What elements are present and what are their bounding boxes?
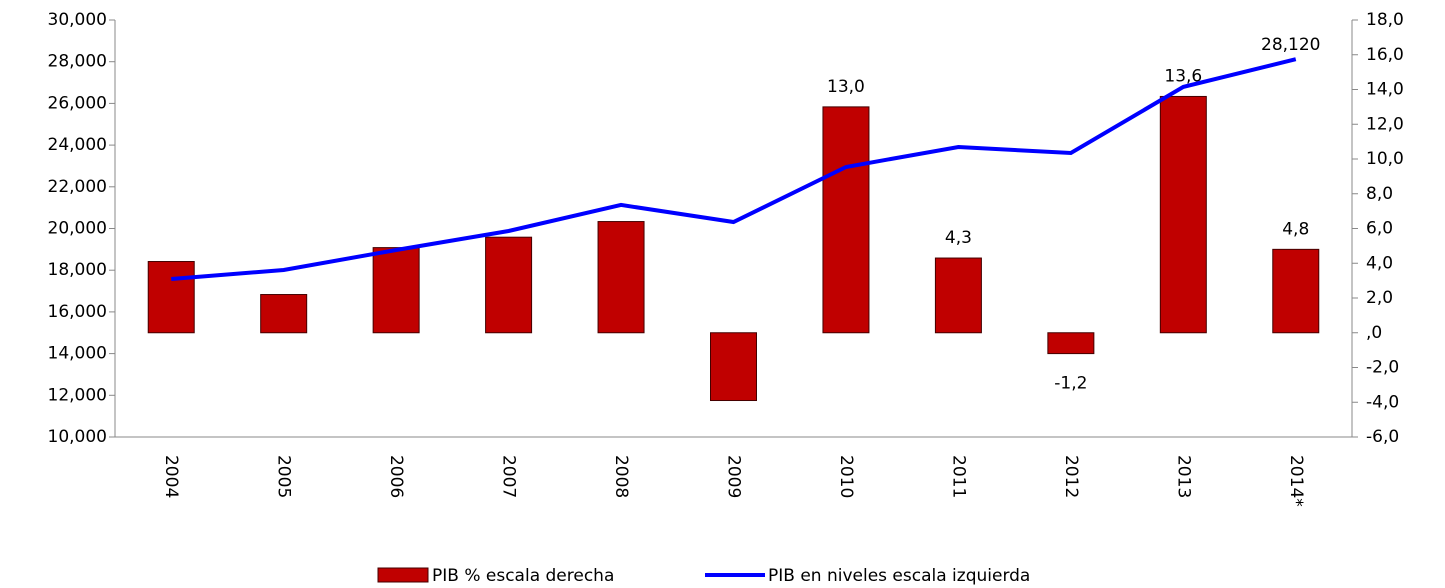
line <box>171 57 1297 281</box>
data-label: 4,8 <box>1282 219 1309 239</box>
x-tick-label: 2009 <box>724 455 744 498</box>
y-tick-label: 26,000 <box>48 93 107 113</box>
bar <box>485 236 533 334</box>
bar <box>822 106 870 334</box>
bar <box>147 261 195 334</box>
x-tick-label: 2014* <box>1286 455 1306 507</box>
x-tick-label: 2010 <box>836 455 856 498</box>
bar <box>1047 332 1095 355</box>
bar <box>260 294 308 334</box>
y-tick-label: 28,000 <box>48 52 107 72</box>
y2-tick-label: 8,0 <box>1366 184 1393 204</box>
y2-tick-label: -6,0 <box>1366 427 1399 447</box>
y-tick-label: 10,000 <box>48 427 107 447</box>
y2-tick-label: 6,0 <box>1366 219 1393 239</box>
y-tick-label: 18,000 <box>48 260 107 280</box>
data-label: 13,0 <box>827 77 865 97</box>
y-tick-label: 14,000 <box>48 344 107 364</box>
y-tick-label: 20,000 <box>48 219 107 239</box>
bar <box>597 221 645 334</box>
x-tick-label: 2012 <box>1061 455 1081 498</box>
data-label: 28,120 <box>1261 35 1320 55</box>
y-tick-label: 16,000 <box>48 302 107 322</box>
legend-label: PIB % escala derecha <box>432 566 614 586</box>
x-tick-label: 2004 <box>161 455 181 498</box>
y-tick-label: 22,000 <box>48 177 107 197</box>
y2-tick-label: -4,0 <box>1366 392 1399 412</box>
data-label: 13,6 <box>1164 66 1202 86</box>
bar <box>1272 248 1320 334</box>
y2-tick-label: 4,0 <box>1366 253 1393 273</box>
y2-tick-label: 16,0 <box>1366 45 1404 65</box>
bar <box>710 332 757 402</box>
x-tick-label: 2007 <box>499 455 519 498</box>
y-tick-label: 30,000 <box>48 10 107 30</box>
bar <box>372 247 420 334</box>
data-label: -1,2 <box>1054 374 1087 394</box>
x-tick-label: 2013 <box>1173 455 1193 498</box>
y2-tick-label: 14,0 <box>1366 80 1404 100</box>
data-label: 4,3 <box>945 228 972 248</box>
y2-tick-label: ,0 <box>1366 323 1382 343</box>
bar <box>1159 95 1207 334</box>
legend-swatch <box>377 567 429 583</box>
x-tick-label: 2011 <box>948 455 968 498</box>
y2-tick-label: 10,0 <box>1366 149 1404 169</box>
y2-tick-label: 12,0 <box>1366 114 1404 134</box>
x-tick-label: 2006 <box>386 455 406 498</box>
x-tick-label: 2005 <box>274 455 294 498</box>
y-tick-label: 24,000 <box>48 135 107 155</box>
bar <box>934 257 982 334</box>
y2-tick-label: 2,0 <box>1366 288 1393 308</box>
y-tick-label: 12,000 <box>48 385 107 405</box>
y2-tick-label: 18,0 <box>1366 10 1404 30</box>
x-tick-label: 2008 <box>611 455 631 498</box>
legend-label: PIB en niveles escala izquierda <box>768 566 1030 586</box>
y2-tick-label: -2,0 <box>1366 358 1399 378</box>
